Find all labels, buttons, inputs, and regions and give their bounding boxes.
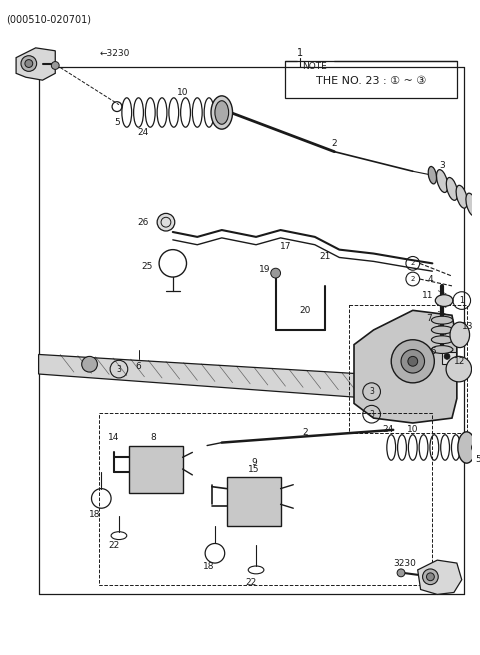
Ellipse shape xyxy=(476,201,480,224)
Text: 22: 22 xyxy=(108,541,120,550)
Ellipse shape xyxy=(466,193,477,216)
Bar xyxy=(227,477,280,526)
Text: 9: 9 xyxy=(251,458,257,466)
Circle shape xyxy=(422,569,438,585)
Text: 4: 4 xyxy=(428,274,433,284)
Polygon shape xyxy=(38,354,413,398)
Text: 11: 11 xyxy=(422,291,433,300)
Ellipse shape xyxy=(456,185,468,208)
Text: 25: 25 xyxy=(142,262,153,271)
Ellipse shape xyxy=(215,101,228,124)
Circle shape xyxy=(427,573,434,581)
Text: 3: 3 xyxy=(369,409,374,419)
Ellipse shape xyxy=(435,295,453,307)
Ellipse shape xyxy=(450,322,469,348)
Text: 18: 18 xyxy=(89,510,100,519)
Circle shape xyxy=(446,356,471,382)
Text: 22: 22 xyxy=(246,578,257,587)
Text: 10: 10 xyxy=(407,425,419,434)
Text: 8: 8 xyxy=(150,433,156,442)
Circle shape xyxy=(444,354,450,360)
Text: 16: 16 xyxy=(426,347,437,356)
Ellipse shape xyxy=(436,170,448,193)
Text: 3230: 3230 xyxy=(394,559,416,568)
Bar xyxy=(129,445,182,493)
Circle shape xyxy=(397,569,405,577)
Polygon shape xyxy=(418,560,462,594)
Text: 21: 21 xyxy=(319,252,330,261)
Ellipse shape xyxy=(432,326,453,334)
Bar xyxy=(286,61,457,98)
Circle shape xyxy=(51,62,59,69)
Ellipse shape xyxy=(428,166,436,184)
Text: 20: 20 xyxy=(300,306,311,315)
Circle shape xyxy=(82,356,97,372)
Text: 15: 15 xyxy=(248,464,260,474)
Text: ←3230: ←3230 xyxy=(99,49,130,58)
Polygon shape xyxy=(16,48,55,80)
Circle shape xyxy=(391,340,434,383)
Text: 7: 7 xyxy=(427,314,432,323)
Text: 1: 1 xyxy=(297,48,303,58)
Text: 26: 26 xyxy=(137,217,148,227)
Text: NOTE: NOTE xyxy=(302,62,327,71)
Text: 13: 13 xyxy=(462,322,473,331)
Text: 2: 2 xyxy=(332,140,337,148)
Text: 3: 3 xyxy=(369,387,374,396)
Circle shape xyxy=(21,56,36,71)
Circle shape xyxy=(408,356,418,366)
Circle shape xyxy=(271,269,280,278)
Text: 5: 5 xyxy=(114,118,120,127)
Text: 2: 2 xyxy=(410,260,415,267)
Ellipse shape xyxy=(432,316,453,324)
Text: (000510-020701): (000510-020701) xyxy=(6,14,91,24)
Circle shape xyxy=(157,214,175,231)
Bar xyxy=(349,305,467,433)
Text: 17: 17 xyxy=(280,242,291,251)
Ellipse shape xyxy=(432,346,453,354)
Text: 18: 18 xyxy=(204,563,215,571)
Text: 24: 24 xyxy=(383,425,394,434)
Bar xyxy=(99,413,432,585)
Text: 6: 6 xyxy=(136,362,142,371)
Text: 24: 24 xyxy=(138,128,149,137)
Ellipse shape xyxy=(211,96,232,129)
Ellipse shape xyxy=(458,432,476,463)
Text: 2: 2 xyxy=(302,428,308,438)
Circle shape xyxy=(471,443,480,453)
Circle shape xyxy=(401,350,424,373)
Ellipse shape xyxy=(446,178,457,200)
Circle shape xyxy=(25,60,33,67)
Text: 5: 5 xyxy=(476,455,480,464)
Text: 10: 10 xyxy=(177,88,188,98)
Text: 1: 1 xyxy=(459,296,464,305)
Text: 2: 2 xyxy=(410,276,415,282)
Text: 3: 3 xyxy=(117,365,121,373)
Text: 3: 3 xyxy=(439,161,445,170)
Bar xyxy=(442,352,456,364)
Text: 12: 12 xyxy=(454,357,466,365)
Text: THE NO. 23 : ① ~ ③: THE NO. 23 : ① ~ ③ xyxy=(316,76,426,86)
Text: 19: 19 xyxy=(259,265,271,274)
Ellipse shape xyxy=(432,336,453,344)
Text: 14: 14 xyxy=(108,433,120,442)
Polygon shape xyxy=(354,310,457,423)
